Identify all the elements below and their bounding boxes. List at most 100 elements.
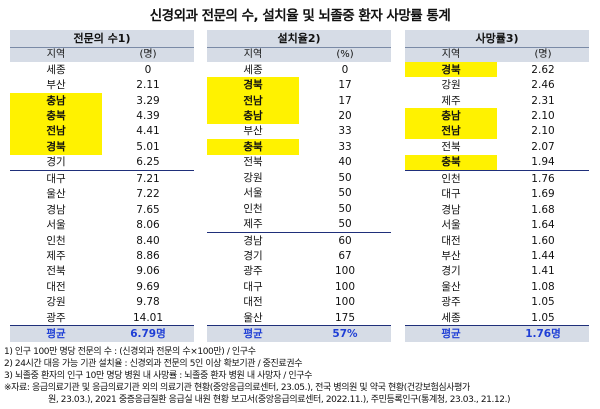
region-cell: 제주: [46, 249, 66, 262]
table-row: 대구 100: [207, 279, 391, 294]
region-cell: 충남: [207, 108, 299, 124]
table-row: 부산 2.11: [10, 77, 194, 92]
region-cell: 전북: [441, 140, 461, 153]
region-cell: 경남: [441, 203, 461, 216]
table-row: 충북 1.94: [405, 154, 589, 171]
value-cell: 8.86: [136, 249, 160, 262]
region-cell: 경북: [10, 139, 102, 155]
table-row: 전북 9.06: [10, 264, 194, 279]
value-cell: 50: [338, 187, 352, 200]
footnotes: 1) 인구 100만 명당 전문의 수 : (신경외과 전문의 수×100만) …: [4, 346, 600, 406]
region-cell: 전북: [46, 265, 66, 278]
region-cell: 인천: [46, 234, 66, 247]
table-row: 경남 7.65: [10, 202, 194, 217]
table-row: 경기 1.41: [405, 264, 589, 279]
value-cell: 100: [334, 265, 356, 278]
table-row: 경북 5.01: [10, 139, 194, 155]
table-row: 강원 2.46: [405, 77, 589, 92]
table-row: 충남 3.29: [10, 92, 194, 109]
value-cell: 1.69: [531, 188, 555, 201]
region-cell: 강원: [243, 171, 263, 184]
average-label: 평균: [10, 325, 102, 343]
region-cell: 광주: [441, 296, 461, 309]
source-note-cont: 원, 23.03.), 2021 중증응급질환 응급실 내원 현황 보고서(중앙…: [48, 395, 511, 405]
value-cell: 2.10: [531, 110, 555, 123]
value-cell: 60: [299, 231, 391, 249]
value-cell: 5.01: [136, 140, 160, 153]
table-row: 서울 50: [207, 186, 391, 201]
value-cell: 17: [338, 79, 352, 92]
region-cell: 경기: [46, 156, 66, 169]
table-row: 광주 1.05: [405, 295, 589, 310]
value-cell: 0: [144, 63, 152, 76]
value-cell: 1.64: [531, 219, 555, 232]
page-title: 신경외과 전문의 수, 설치율 및 뇌졸중 환자 사망률 통계: [149, 8, 451, 24]
column-header-region: 지역: [405, 47, 497, 62]
table-row: 인천 1.76: [405, 170, 589, 187]
region-cell: 경남: [207, 231, 299, 249]
region-cell: 세종: [243, 63, 263, 76]
table-row: 전남 17: [207, 92, 391, 109]
region-cell: 서울: [243, 187, 263, 200]
region-cell: 충북: [10, 108, 102, 124]
region-cell: 강원: [46, 296, 66, 309]
region-cell: 충남: [10, 92, 102, 109]
value-cell: 1.41: [531, 265, 555, 278]
table-row: 충북 4.39: [10, 108, 194, 124]
average-value: 6.79명: [102, 325, 194, 343]
value-cell: 1.68: [531, 203, 555, 216]
table-row: 세종 0: [10, 62, 194, 77]
region-cell: 부산: [243, 125, 263, 138]
value-cell: 4.39: [136, 110, 160, 123]
value-cell: 50: [338, 171, 352, 184]
region-cell: 대구: [10, 170, 102, 187]
region-cell: 전남: [207, 92, 299, 109]
table-row: 울산 7.22: [10, 187, 194, 202]
region-cell: 대전: [441, 234, 461, 247]
column-header-region: 지역: [207, 47, 299, 62]
region-cell: 충북: [207, 139, 299, 155]
table-row: 인천 50: [207, 201, 391, 216]
value-cell: 17: [338, 94, 352, 107]
region-cell: 대전: [46, 280, 66, 293]
region-cell: 전북: [243, 156, 263, 169]
value-cell: 100: [334, 296, 356, 309]
average-label: 평균: [405, 325, 497, 343]
table-row: 충북 33: [207, 139, 391, 155]
region-cell: 서울: [441, 219, 461, 232]
region-cell: 광주: [46, 311, 66, 324]
region-cell: 대전: [243, 296, 263, 309]
region-cell: 경기: [243, 249, 263, 262]
column-header-unit: (%): [299, 47, 391, 62]
mortality-rate-table: 사망률3) 지역 (명) 경북 2.62 강원 2.46 제주 2.31 충남 2.10 전남 2.10…: [405, 30, 589, 343]
region-cell: 강원: [441, 79, 461, 92]
table-row: 부산 1.44: [405, 248, 589, 263]
average-value: 1.76명: [497, 325, 589, 343]
column-header-region: 지역: [10, 47, 102, 62]
region-cell: 경남: [46, 203, 66, 216]
region-cell: 경북: [207, 77, 299, 93]
table-row: 경기 6.25: [10, 155, 194, 171]
table-row: 충남 20: [207, 108, 391, 124]
table-row: 경남 60: [207, 231, 391, 249]
value-cell: 7.21: [102, 170, 194, 187]
value-cell: 7.65: [136, 203, 160, 216]
table-row: 부산 33: [207, 124, 391, 139]
value-cell: 9.06: [136, 265, 160, 278]
table-row: 전북 40: [207, 155, 391, 170]
region-cell: 인천: [405, 170, 497, 187]
region-cell: 부산: [46, 79, 66, 92]
table-row: 세종 0: [207, 62, 391, 77]
table-header: 사망률3): [405, 30, 589, 48]
value-cell: 20: [338, 110, 352, 123]
value-cell: 1.08: [531, 280, 555, 293]
table-header: 전문의 수1): [10, 30, 194, 48]
table-row: 세종 1.05: [405, 310, 589, 326]
value-cell: 14.01: [132, 311, 164, 324]
specialist-count-table: 전문의 수1) 지역 (명) 세종 0 부산 2.11 충남 3.29 충북 4.39 전남 4.41 경…: [10, 30, 194, 343]
value-cell: 1.44: [531, 249, 555, 262]
footnote-3: 3) 뇌졸중 환자의 인구 10만 명당 병원 내 사망률 : 뇌졸중 환자 병…: [4, 371, 313, 381]
table-row: 대구 1.69: [405, 187, 589, 202]
value-cell: 2.07: [531, 140, 555, 153]
region-cell: 세종: [46, 63, 66, 76]
